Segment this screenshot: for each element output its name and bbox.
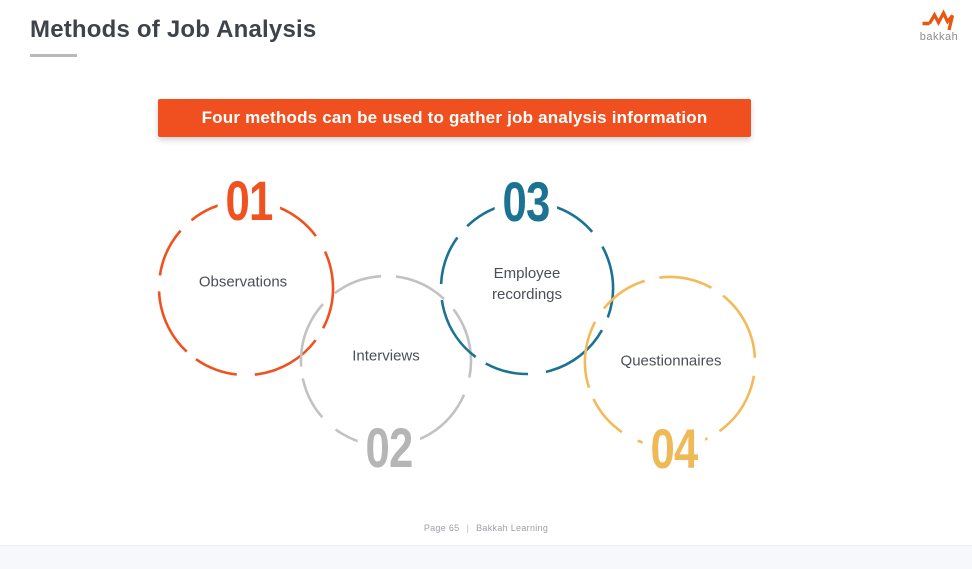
- method-label-interviews: Interviews: [352, 347, 420, 365]
- slide: Methods of Job Analysis bakkah Four meth…: [30, 7, 967, 533]
- banner-text: Four methods can be used to gather job a…: [201, 108, 708, 127]
- diagram-overlay: 01 Observations 02 Interviews 03 Employee reco…: [198, 173, 722, 477]
- job-analysis-diagram: 01 Observations 02 Interviews 03 Employee reco…: [157, 173, 757, 477]
- app-bottom-bar: [0, 545, 972, 569]
- method-label-employee-recordings: Employee recordings: [491, 265, 563, 303]
- method-circle-02: [299, 274, 473, 448]
- method-label-questionnaires: Questionnaires: [620, 352, 722, 370]
- method-number-01: 01: [217, 173, 281, 229]
- method-number-03: 03: [494, 174, 558, 230]
- title-underline-decoration: [30, 54, 77, 57]
- bakkah-mark-icon: [922, 9, 955, 31]
- method-label-observations: Observations: [198, 273, 288, 291]
- footer-page-info: Page 65 | Bakkah Learning: [424, 523, 548, 533]
- banner: Four methods can be used to gather job a…: [158, 99, 751, 137]
- method-number-04: 04: [642, 421, 706, 477]
- footer-page-number: Page 65: [423, 523, 460, 533]
- bakkah-logo: bakkah: [911, 7, 967, 43]
- page-title: Methods of Job Analysis: [30, 16, 317, 43]
- method-number-02: 02: [357, 420, 421, 476]
- footer-separator: |: [466, 523, 470, 533]
- bakkah-logo-text: bakkah: [919, 31, 959, 43]
- footer-brand: Bakkah Learning: [476, 523, 549, 533]
